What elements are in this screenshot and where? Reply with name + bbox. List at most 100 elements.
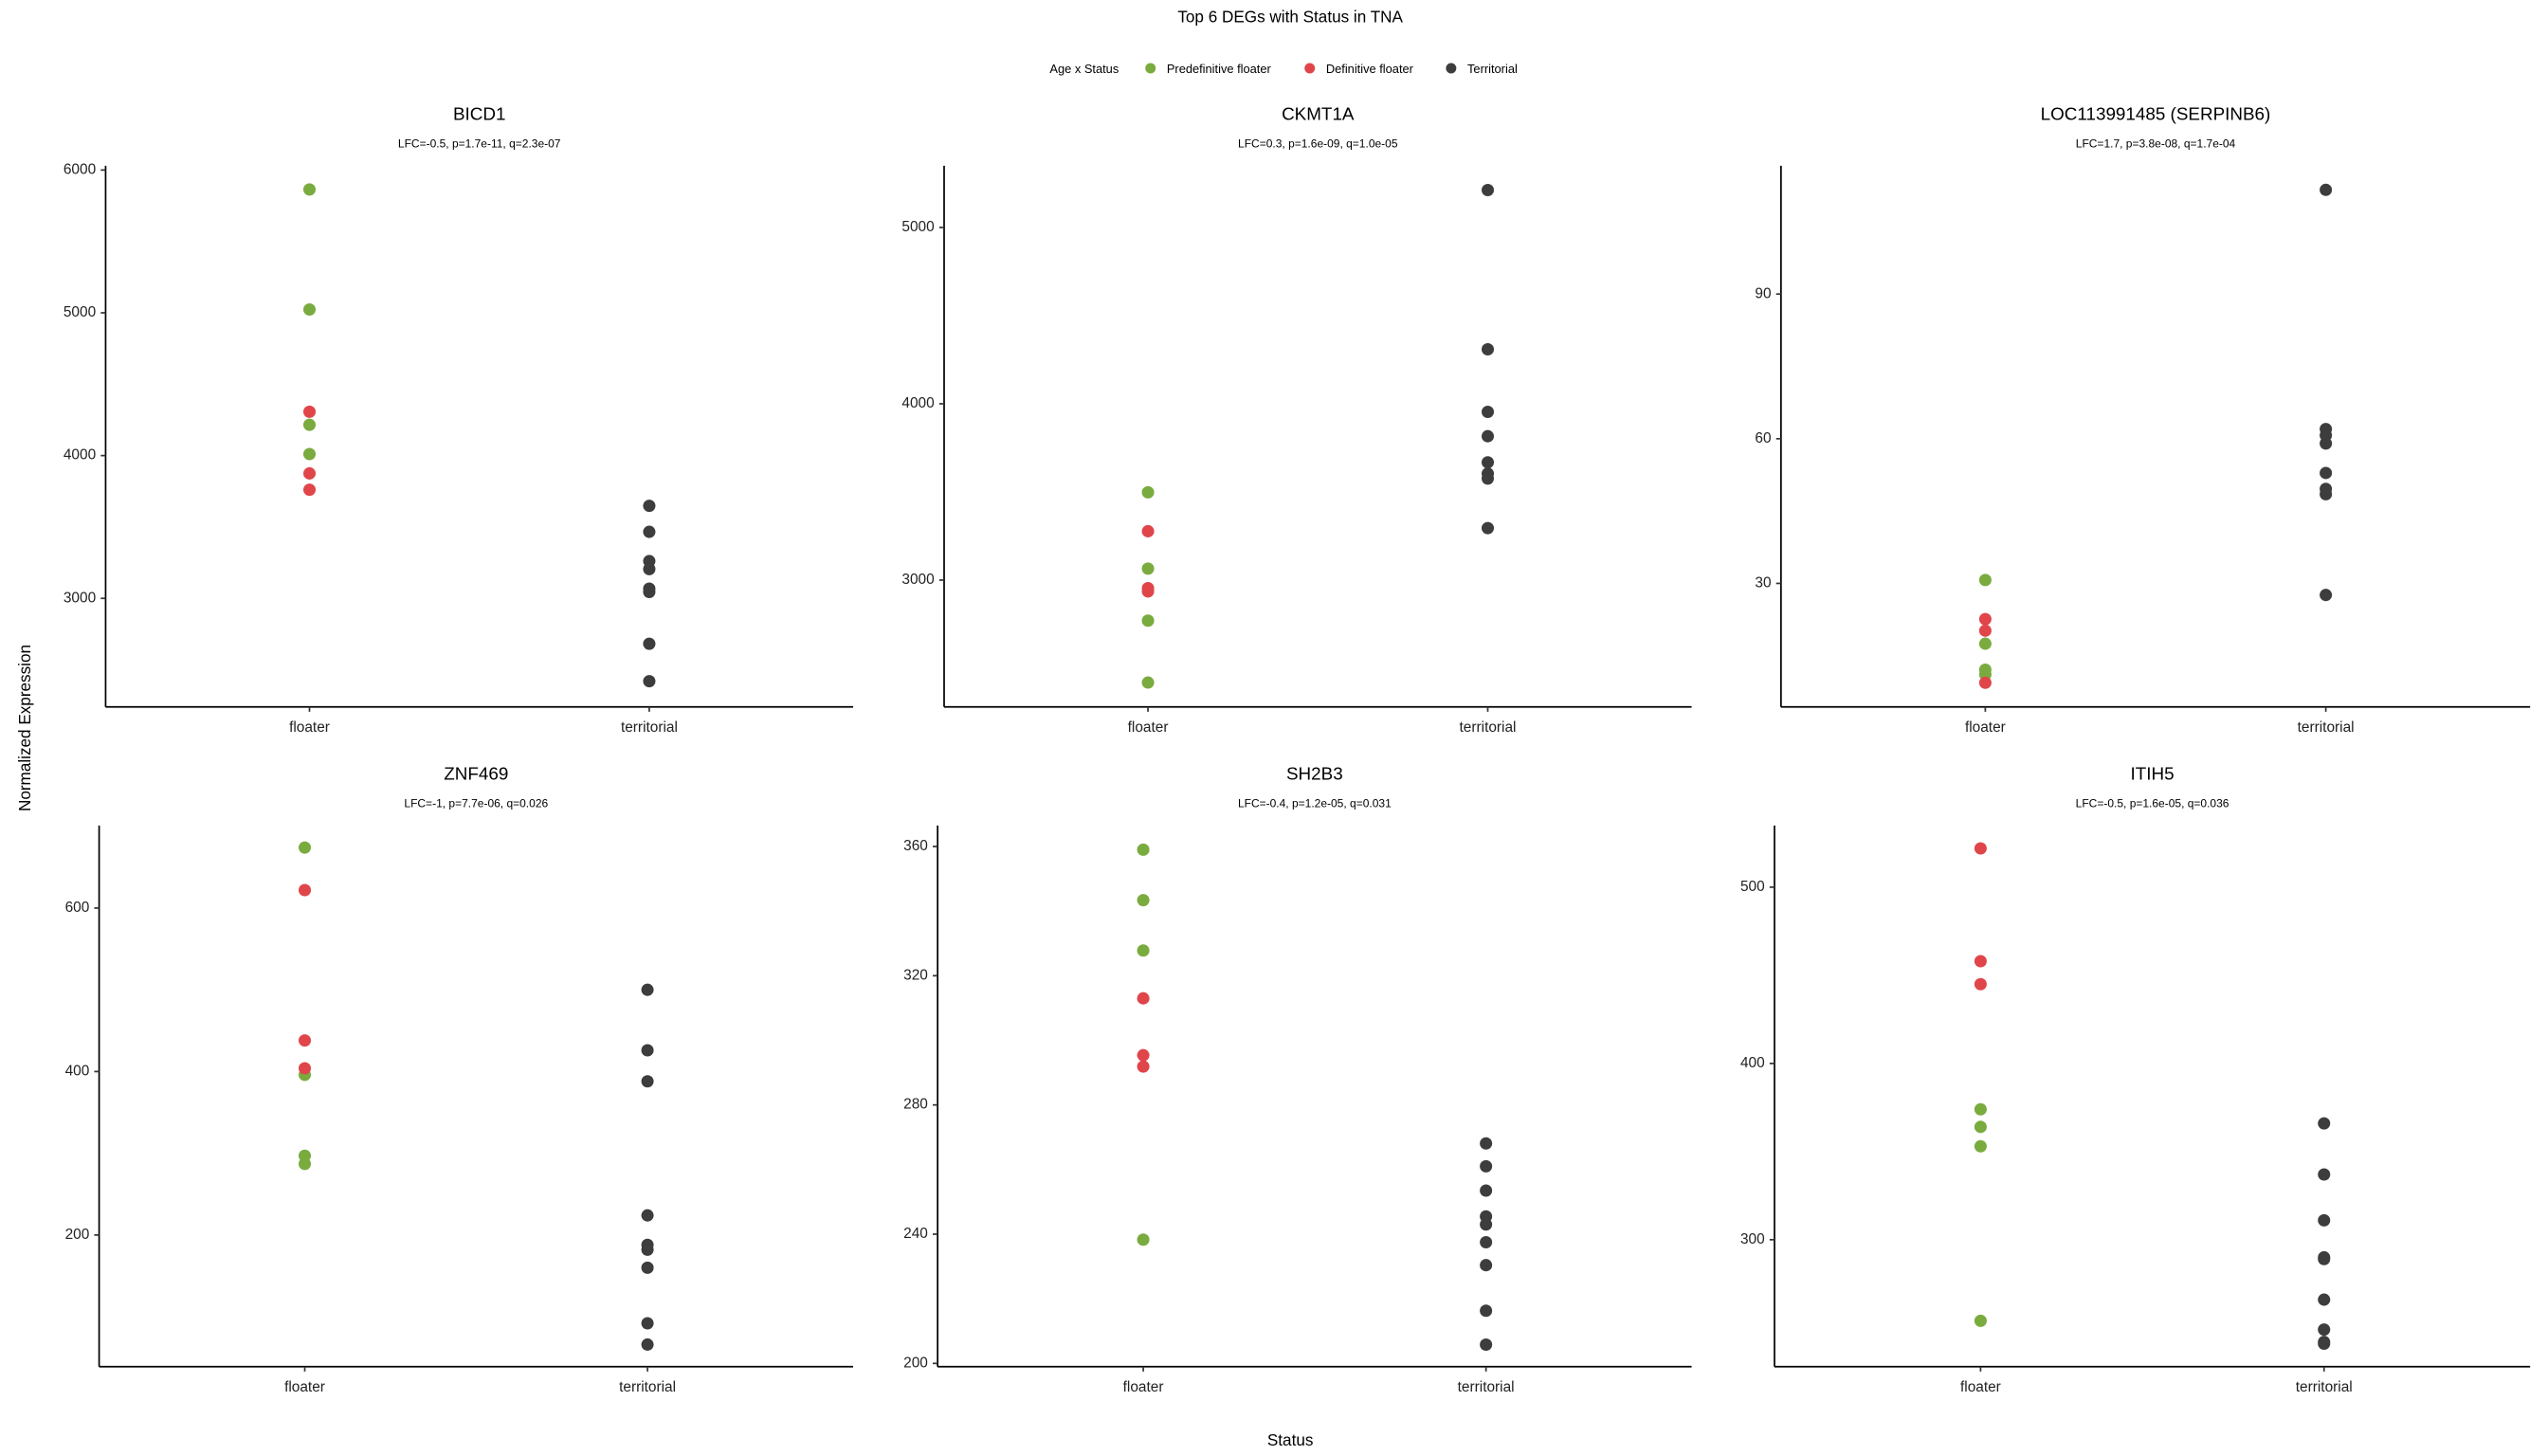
data-point: [298, 1034, 312, 1047]
panel-subtitle: LFC=-0.5, p=1.6e-05, q=0.036: [2076, 797, 2230, 810]
data-point: [302, 466, 317, 480]
data-point: [2320, 466, 2333, 480]
data-point: [1978, 573, 1992, 587]
panel-title: ITIH5: [2131, 764, 2175, 784]
y-tick-label: 90: [1755, 285, 1771, 301]
data-point: [1137, 894, 1150, 907]
data-point: [641, 1261, 654, 1274]
data-point: [1480, 1184, 1493, 1197]
x-tick-label: territorial: [1460, 719, 1517, 736]
panel-subtitle: LFC=1.7, p=3.8e-08, q=1.7e-04: [2076, 137, 2236, 151]
y-tick-label: 60: [1755, 430, 1771, 446]
data-point: [1137, 992, 1150, 1005]
x-axis-label: Status: [1267, 1430, 1314, 1449]
data-point: [1137, 1048, 1150, 1062]
panel-title: LOC113991485 (SERPINB6): [2041, 104, 2271, 124]
y-tick-label: 500: [1740, 879, 1765, 895]
data-point: [2318, 1338, 2331, 1351]
data-point: [641, 1075, 654, 1088]
data-point: [2318, 1213, 2331, 1227]
data-point: [298, 1157, 312, 1171]
y-tick-label: 5000: [901, 219, 934, 235]
data-point: [1137, 1060, 1150, 1073]
data-point: [1974, 842, 1987, 855]
data-point: [1481, 406, 1495, 419]
data-point: [1481, 184, 1495, 197]
y-tick-label: 240: [903, 1226, 928, 1242]
y-tick-label: 360: [903, 838, 928, 854]
data-point: [2320, 487, 2333, 500]
x-tick-label: floater: [1960, 1379, 2001, 1395]
chart-title: Top 6 DEGs with Status in TNA: [1177, 7, 1403, 26]
x-tick-label: floater: [1128, 719, 1169, 736]
x-tick-label: floater: [1123, 1379, 1164, 1395]
x-tick-label: floater: [289, 719, 330, 736]
y-tick-label: 280: [903, 1097, 928, 1113]
data-point: [2318, 1252, 2331, 1265]
x-tick-label: territorial: [621, 719, 678, 736]
legend-label: Definitive floater: [1326, 62, 1414, 76]
y-tick-label: 200: [903, 1355, 928, 1371]
data-point: [2318, 1323, 2331, 1337]
data-point: [1974, 955, 1987, 968]
y-tick-label: 320: [903, 967, 928, 983]
x-tick-label: floater: [1965, 719, 2006, 736]
data-point: [1481, 342, 1495, 356]
data-point: [643, 637, 656, 650]
data-point: [1974, 1102, 1987, 1116]
data-point: [1137, 1233, 1150, 1247]
y-tick-label: 6000: [64, 161, 96, 177]
y-tick-label: 4000: [901, 395, 934, 411]
data-point: [1480, 1304, 1493, 1318]
data-point: [1481, 521, 1495, 535]
data-point: [1480, 1259, 1493, 1272]
y-tick-label: 30: [1755, 575, 1771, 592]
x-tick-label: territorial: [2296, 1379, 2353, 1395]
data-point: [1978, 676, 1992, 689]
panel-title: ZNF469: [444, 764, 508, 784]
data-point: [2318, 1117, 2331, 1130]
legend-label: Predefinitive floater: [1167, 62, 1272, 76]
data-point: [1141, 524, 1155, 537]
data-point: [1974, 1314, 1987, 1327]
data-point: [641, 983, 654, 996]
data-point: [1978, 637, 1992, 650]
data-point: [1480, 1235, 1493, 1249]
y-tick-label: 400: [1740, 1055, 1765, 1071]
data-point: [1141, 585, 1155, 598]
data-point: [1974, 977, 1987, 991]
data-point: [643, 525, 656, 538]
data-point: [2320, 589, 2333, 602]
data-point: [643, 562, 656, 575]
data-point: [1480, 1218, 1493, 1231]
data-point: [302, 483, 317, 497]
data-point: [2318, 1168, 2331, 1181]
data-point: [643, 675, 656, 688]
x-tick-label: territorial: [619, 1379, 676, 1395]
data-point: [1974, 1139, 1987, 1153]
data-point: [643, 585, 656, 598]
x-tick-label: floater: [284, 1379, 325, 1395]
data-point: [641, 1044, 654, 1057]
data-point: [302, 405, 317, 418]
data-point: [2320, 183, 2333, 196]
y-axis-label: Normalized Expression: [15, 645, 34, 811]
data-point: [641, 1209, 654, 1222]
data-point: [641, 1317, 654, 1330]
panel-title: BICD1: [453, 104, 506, 124]
data-point: [1974, 1120, 1987, 1134]
data-point: [1978, 612, 1992, 626]
panel-subtitle: LFC=-1, p=7.7e-06, q=0.026: [404, 797, 548, 810]
data-point: [2318, 1293, 2331, 1306]
data-point: [1481, 472, 1495, 485]
panel-subtitle: LFC=0.3, p=1.6e-09, q=1.0e-05: [1238, 137, 1398, 151]
legend-swatch: [1145, 63, 1156, 74]
data-point: [1480, 1338, 1493, 1352]
legend-label: Territorial: [1467, 62, 1518, 76]
y-tick-label: 400: [65, 1063, 90, 1079]
panel-title: SH2B3: [1286, 764, 1343, 784]
panel-title: CKMT1A: [1282, 104, 1355, 124]
data-point: [1141, 485, 1155, 499]
